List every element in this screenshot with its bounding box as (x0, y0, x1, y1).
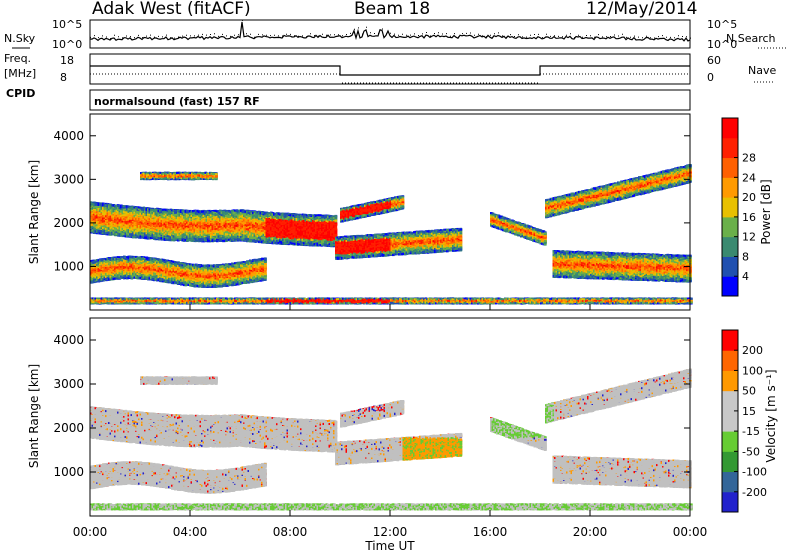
noise-right-tick-bottom: 10^0 (707, 38, 737, 51)
power-data (90, 164, 693, 305)
noise-left-tick-bottom: 10^0 (52, 38, 82, 51)
noise-left-tick-top: 10^5 (52, 18, 82, 31)
freq-right-tick-top: 60 (707, 54, 721, 67)
freq-label: Freq. (4, 52, 31, 65)
cpid-text: normalsound (fast) 157 RF (94, 95, 260, 108)
noise-sky-trace (90, 22, 690, 41)
noise-right-tick-top: 10^5 (707, 18, 737, 31)
site-title: Adak West (fitACF) (92, 0, 251, 19)
freq-left-tick-bottom: 8 (60, 71, 67, 84)
freq-panel-frame (90, 54, 690, 84)
beam-title: Beam 18 (354, 0, 430, 19)
date-title: 12/May/2014 (586, 0, 698, 19)
cpid-label: CPID (6, 87, 35, 100)
rti-figure: Adak West (fitACF) Beam 18 12/May/2014 N… (0, 0, 800, 554)
nave-label: Nave (748, 64, 776, 77)
nsky-label: N.Sky (4, 32, 36, 45)
freq-left-tick-top: 18 (60, 54, 74, 67)
noise-panel-frame (90, 20, 690, 48)
freq-unit-label: [MHz] (4, 67, 36, 80)
freq-right-tick-bottom: 0 (707, 71, 714, 84)
